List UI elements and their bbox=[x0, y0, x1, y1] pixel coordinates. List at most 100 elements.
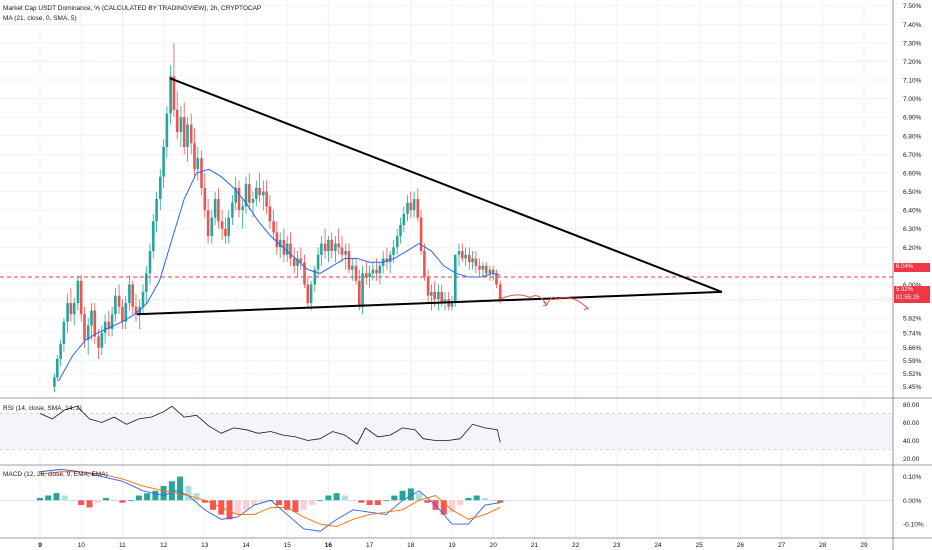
candle-body bbox=[62, 321, 66, 344]
candle-body bbox=[182, 117, 186, 147]
macd-histogram-bar bbox=[94, 500, 101, 503]
candle-body bbox=[206, 210, 210, 237]
candle-body bbox=[66, 303, 69, 322]
price-tick-label: 6.30% bbox=[903, 226, 922, 233]
macd-histogram-bar bbox=[465, 497, 472, 501]
rsi-panel[interactable] bbox=[0, 405, 893, 450]
candle-body bbox=[461, 251, 464, 259]
x-tick-label: 23 bbox=[613, 542, 621, 549]
candle-body bbox=[426, 277, 430, 296]
price-tick-label: 5.82% bbox=[903, 315, 922, 322]
candle-body bbox=[227, 217, 230, 237]
candle-body bbox=[159, 176, 162, 199]
macd-histogram-bar bbox=[86, 500, 93, 508]
candle-body bbox=[169, 76, 172, 114]
candle-body bbox=[350, 265, 354, 270]
x-tick-label: 29 bbox=[860, 542, 868, 549]
candle-body bbox=[323, 243, 327, 252]
macd-histogram-bar bbox=[177, 476, 184, 501]
candle-body bbox=[262, 191, 265, 196]
candle-body bbox=[144, 273, 148, 292]
macd-tick-label: 0.00% bbox=[903, 498, 922, 505]
macd-histogram-bar bbox=[185, 486, 192, 501]
candle-body bbox=[56, 358, 59, 378]
macd-histogram-bar bbox=[226, 500, 233, 520]
macd-histogram-bar bbox=[53, 493, 60, 501]
macd-histogram-bar bbox=[399, 490, 406, 501]
x-tick-label: 11 bbox=[119, 542, 126, 549]
candle-body bbox=[395, 236, 399, 248]
macd-legend: MACD (12, 26, close, 9, EMA, EMA) bbox=[3, 471, 108, 478]
rsi-legend: RSI (14, close, SMA, 14, 2) bbox=[3, 405, 82, 412]
candle-body bbox=[423, 251, 426, 278]
price-tick-label: 6.70% bbox=[903, 152, 922, 159]
candle-body bbox=[152, 221, 155, 252]
candle-body bbox=[213, 199, 217, 218]
rsi-line bbox=[39, 405, 501, 445]
candle-body bbox=[299, 258, 303, 263]
rsi-tick-label: 40.00 bbox=[903, 438, 920, 445]
x-tick-label: 16 bbox=[325, 542, 333, 549]
macd-histogram-bar bbox=[61, 495, 68, 501]
macd-histogram-bar bbox=[374, 500, 381, 506]
macd-histogram-bar bbox=[366, 500, 373, 506]
candle-body bbox=[179, 117, 183, 133]
macd-histogram-bar bbox=[440, 500, 447, 515]
candle-body bbox=[453, 254, 457, 304]
macd-histogram-bar bbox=[119, 500, 126, 503]
macd-histogram-bar bbox=[37, 497, 43, 501]
candle-body bbox=[124, 303, 127, 322]
x-tick-label: 18 bbox=[407, 542, 415, 549]
price-tick-label: 5.59% bbox=[903, 358, 922, 365]
macd-histogram-bar bbox=[135, 495, 142, 501]
macd-histogram-bar bbox=[111, 500, 118, 502]
macd-histogram-bar bbox=[383, 500, 390, 502]
macd-histogram-bar bbox=[152, 490, 159, 501]
macd-histogram-bar bbox=[391, 495, 398, 501]
projection-arrowhead bbox=[583, 305, 589, 311]
candle-body bbox=[272, 221, 275, 233]
countdown-tag: 01:55:25 bbox=[894, 294, 930, 303]
last-price-tag: 5.92% bbox=[894, 286, 930, 295]
macd-histogram-bar bbox=[251, 500, 258, 506]
candle-body bbox=[468, 254, 471, 263]
candle-body bbox=[433, 291, 436, 300]
candle-body bbox=[69, 303, 73, 315]
candle-body bbox=[430, 291, 433, 296]
candle-body bbox=[141, 291, 145, 307]
macd-histogram-bar bbox=[284, 500, 291, 510]
chart-title: Market Cap USDT Dominance, % (CALCULATED… bbox=[3, 5, 262, 12]
candle-body bbox=[275, 232, 279, 248]
candle-body bbox=[289, 243, 292, 259]
candle-body bbox=[97, 336, 100, 348]
candle-body bbox=[72, 303, 76, 315]
candle-body bbox=[437, 291, 440, 300]
candle-body bbox=[498, 284, 502, 300]
candle-body bbox=[406, 202, 409, 214]
x-tick-label: 10 bbox=[78, 542, 86, 549]
candle-body bbox=[186, 124, 189, 147]
candle-body bbox=[488, 269, 492, 274]
macd-panel[interactable] bbox=[0, 468, 893, 532]
macd-histogram-bar bbox=[210, 500, 217, 510]
candle-body bbox=[121, 306, 124, 322]
x-tick-label: 22 bbox=[572, 542, 580, 549]
candle-body bbox=[392, 247, 395, 255]
price-tick-label: 6.60% bbox=[903, 170, 922, 177]
candle-body bbox=[193, 143, 196, 170]
candle-body bbox=[365, 273, 368, 278]
candle-body bbox=[244, 184, 248, 207]
macd-histogram-bar bbox=[69, 500, 76, 502]
price-tick-label: 6.00% bbox=[903, 282, 922, 289]
candle-body bbox=[231, 202, 234, 218]
candle-body bbox=[457, 251, 461, 255]
candle-body bbox=[200, 158, 203, 188]
price-tick-label: 6.40% bbox=[903, 208, 922, 215]
candle-body bbox=[495, 273, 498, 285]
price-panel[interactable] bbox=[0, 42, 893, 393]
triangle-upper-trendline bbox=[169, 77, 723, 293]
candle-body bbox=[131, 284, 134, 307]
candle-body bbox=[478, 265, 481, 270]
candle-body bbox=[251, 199, 255, 203]
